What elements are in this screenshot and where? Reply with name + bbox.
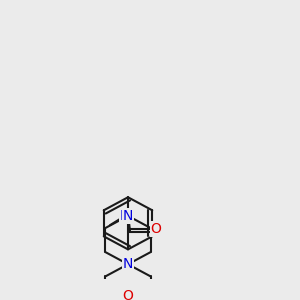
Text: O: O bbox=[123, 289, 134, 300]
Text: N: N bbox=[123, 209, 133, 223]
Text: O: O bbox=[151, 222, 161, 236]
Text: N: N bbox=[123, 257, 133, 271]
Text: N: N bbox=[120, 209, 130, 223]
